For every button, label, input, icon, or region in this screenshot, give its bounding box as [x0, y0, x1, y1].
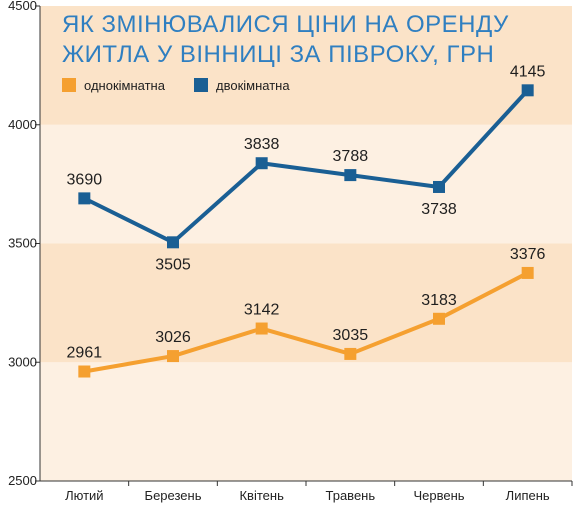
legend-label-two-room: двокімнатна — [216, 78, 290, 93]
background-bands — [40, 6, 572, 481]
x-tick-label: Квітень — [239, 488, 284, 503]
data-point — [433, 312, 445, 325]
legend: однокімнатна двокімнатна — [62, 78, 290, 93]
data-label: 3788 — [333, 148, 369, 165]
background-band — [40, 6, 572, 125]
legend-swatch-one-room — [62, 78, 76, 92]
background-band — [40, 243, 572, 363]
x-axis-ticks: Лютий Березень Квітень Травень Червень Липень — [65, 481, 573, 503]
data-label: 3183 — [421, 292, 457, 309]
x-tick-label: Липень — [506, 488, 550, 503]
data-label: 3026 — [155, 329, 191, 346]
legend-swatch-two-room — [194, 78, 208, 92]
data-point — [167, 236, 179, 249]
data-point — [255, 322, 268, 335]
data-point — [78, 192, 91, 205]
legend-label-one-room: однокімнатна — [84, 78, 166, 93]
y-tick-label: 3500 — [8, 236, 37, 251]
data-label: 3376 — [510, 246, 546, 263]
series-line — [83, 88, 530, 245]
data-label: 3505 — [155, 256, 191, 273]
series-line — [83, 271, 529, 374]
data-label: 3838 — [244, 136, 280, 153]
data-point — [78, 365, 91, 378]
x-tick-label: Червень — [413, 488, 464, 503]
chart-title: ЯК ЗМІНЮВАЛИСЯ ЦІНИ НА ОРЕНДУ ЖИТЛА У ВІ… — [62, 11, 509, 68]
data-label: 3035 — [333, 327, 369, 344]
data-label: 3690 — [67, 171, 103, 188]
series-group: 2961 3026 3142 3035 3183 3376 3690 3505 3838 3788… — [67, 63, 546, 378]
y-axis-ticks: 2500 3000 3500 4000 4500 — [8, 0, 40, 488]
x-tick-label: Березень — [145, 488, 202, 503]
data-point — [255, 157, 268, 170]
y-tick-label: 3000 — [8, 354, 37, 369]
data-point — [344, 169, 357, 182]
data-point — [433, 180, 445, 193]
data-label: 2961 — [67, 345, 103, 362]
chart-title-line-1: ЯК ЗМІНЮВАЛИСЯ ЦІНИ НА ОРЕНДУ — [62, 11, 509, 38]
background-band — [40, 362, 572, 481]
x-tick-label: Лютий — [65, 488, 103, 503]
y-tick-label: 2500 — [8, 473, 37, 488]
x-tick-label: Травень — [326, 488, 376, 503]
data-point — [521, 266, 534, 279]
y-tick-label: 4500 — [8, 0, 37, 13]
data-label: 3738 — [421, 201, 457, 218]
data-label: 3142 — [244, 302, 280, 319]
data-point — [167, 350, 179, 363]
chart-title-line-2: ЖИТЛА У ВІННИЦІ ЗА ПІВРОКУ, ГРН — [62, 41, 494, 68]
y-tick-label: 4000 — [8, 117, 37, 132]
data-point — [344, 347, 357, 360]
background-band — [40, 124, 572, 244]
data-point — [521, 84, 534, 97]
data-label: 4145 — [510, 63, 546, 80]
